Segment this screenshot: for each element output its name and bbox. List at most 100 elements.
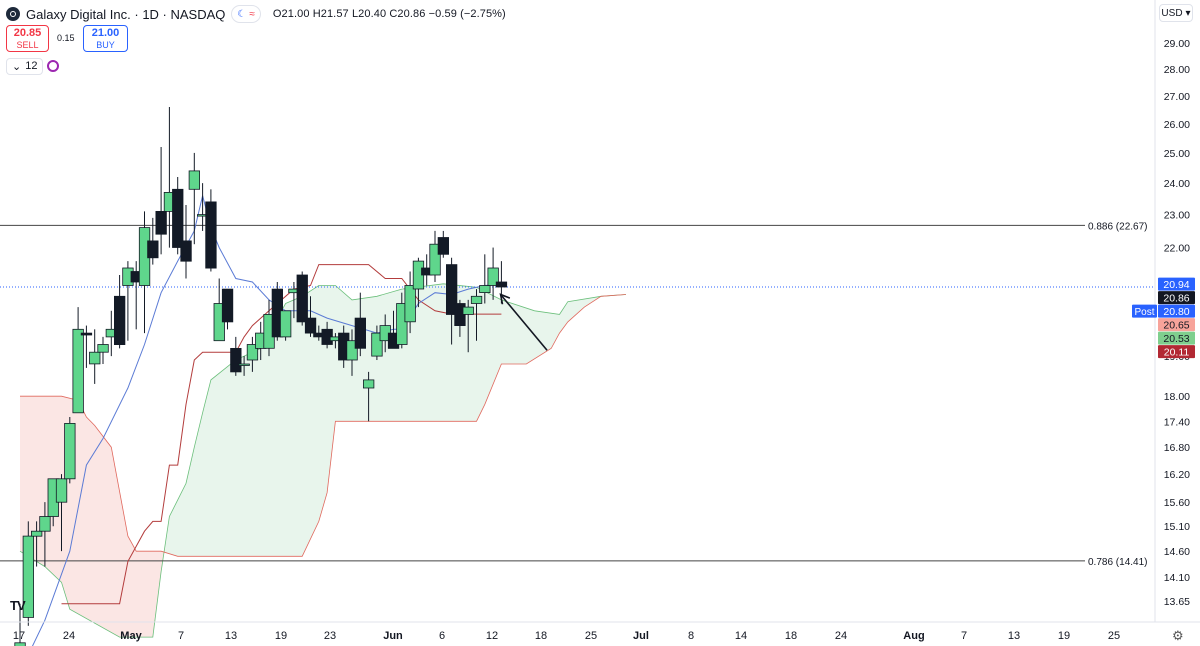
- price-label-text: 20.65: [1163, 320, 1189, 332]
- fib-level-label: 0.786 (14.41): [1088, 557, 1148, 568]
- candle: [64, 417, 76, 484]
- chevron-down-icon: ⌄: [12, 60, 22, 73]
- y-tick-label: 23.00: [1164, 210, 1190, 222]
- x-tick-label: 25: [1108, 630, 1120, 642]
- x-tick-label: 25: [585, 630, 597, 642]
- x-tick-label: 19: [1058, 630, 1070, 642]
- chart-header: Galaxy Digital Inc. · 1D · NASDAQ ☾ ≈ O2…: [6, 5, 506, 23]
- price-label-text: 20.86: [1163, 293, 1189, 305]
- candle-body-bull: [346, 340, 358, 361]
- y-tick-label: 17.40: [1164, 416, 1190, 428]
- candle: [354, 292, 367, 357]
- candle-body-bull: [396, 303, 408, 345]
- price-label-text: 20.53: [1163, 333, 1189, 345]
- indicator-count-button[interactable]: ⌄ 12: [6, 57, 44, 75]
- post-tag-box: [1132, 304, 1157, 318]
- y-tick-label: 18.00: [1164, 391, 1190, 403]
- x-tick-label: 7: [178, 630, 184, 642]
- x-tick-label: 13: [225, 630, 237, 642]
- candle: [371, 325, 383, 361]
- candle-body-bull: [371, 332, 383, 357]
- candle: [155, 147, 167, 255]
- spread-value: 0.15: [57, 33, 75, 43]
- candle-body-bull: [279, 310, 292, 338]
- candle-body-bull: [64, 422, 76, 480]
- x-tick-label: 19: [275, 630, 287, 642]
- candle: [221, 288, 234, 330]
- price-label-text: 20.80: [1163, 306, 1189, 318]
- candle-body-bull: [72, 328, 84, 414]
- candle: [97, 336, 109, 364]
- gear-icon[interactable]: ⚙: [1172, 628, 1184, 643]
- candle-body-bull: [462, 306, 474, 315]
- ohlc-values: O21.00 H21.57 L20.40 C20.86 −0.59 (−2.75…: [273, 8, 506, 20]
- candle-body-bull: [14, 642, 26, 646]
- candle-body-bull: [89, 351, 101, 365]
- tradingview-logo-icon[interactable]: TV: [10, 598, 26, 613]
- y-tick-label: 15.10: [1164, 521, 1190, 533]
- candle: [246, 336, 259, 372]
- cloud-bullish: [165, 283, 626, 557]
- indicator-toggle[interactable]: ⌄ 12: [6, 57, 60, 75]
- currency-button[interactable]: USD ▾: [1159, 4, 1193, 22]
- price-label: 20.53: [1158, 331, 1195, 345]
- sell-button[interactable]: 20.85 SELL: [6, 25, 49, 52]
- candle: [470, 289, 483, 341]
- candle-body-bull: [30, 530, 43, 537]
- candle-body-bear: [80, 332, 93, 336]
- session-pill[interactable]: ☾ ≈: [231, 5, 261, 23]
- symbol-title[interactable]: Galaxy Digital Inc. · 1D · NASDAQ: [26, 6, 226, 22]
- annotation-arrow-line: [499, 293, 548, 351]
- candle: [396, 292, 408, 349]
- post-tag-label: Post: [1134, 307, 1154, 318]
- candle: [180, 205, 192, 279]
- x-tick-label: May: [120, 630, 142, 642]
- price-label: 20.80 Post: [1132, 304, 1195, 318]
- currency-label: USD: [1161, 7, 1183, 19]
- y-tick-label: 22.00: [1164, 243, 1190, 255]
- y-tick-label: 14.60: [1164, 546, 1190, 558]
- candle: [238, 356, 250, 376]
- candle: [172, 176, 184, 255]
- candle-body-bear: [354, 317, 367, 349]
- sell-price: 20.85: [13, 27, 42, 39]
- symbol-logo-icon: [6, 7, 20, 21]
- x-tick-label: 7: [961, 630, 967, 642]
- price-label-box: [1158, 277, 1195, 291]
- price-label-text: 20.11: [1164, 347, 1190, 359]
- candle-body-bull: [429, 243, 441, 276]
- candle: [304, 296, 317, 337]
- candle: [114, 274, 126, 349]
- candle-body-bear: [147, 240, 159, 259]
- x-tick-label: Jul: [633, 630, 649, 642]
- candle: [22, 521, 35, 626]
- candle-body-bull: [22, 535, 35, 618]
- candle: [72, 307, 84, 414]
- buy-button[interactable]: 21.00 BUY: [83, 25, 128, 52]
- high-value: H21.57: [312, 8, 349, 20]
- candle: [404, 271, 416, 334]
- moon-icon: ☾: [237, 8, 247, 20]
- x-tick-label: 24: [63, 630, 75, 642]
- price-label: 20.11: [1158, 345, 1195, 359]
- y-tick-label: 26.00: [1164, 119, 1190, 131]
- x-tick-label: 18: [785, 630, 797, 642]
- change-value: −0.59 (−2.75%): [428, 8, 506, 20]
- x-tick-label: 24: [835, 630, 847, 642]
- x-tick-label: 18: [535, 630, 547, 642]
- x-tick-label: Aug: [903, 630, 924, 642]
- y-tick-label: 13.65: [1164, 596, 1190, 608]
- candle-body-bull: [479, 285, 491, 293]
- price-label: 20.94: [1158, 277, 1195, 291]
- price-label-box: [1158, 304, 1195, 318]
- low-value: L20.40: [351, 8, 387, 20]
- fib-level-label: 0.886 (22.67): [1088, 221, 1148, 232]
- candle: [89, 329, 101, 384]
- candle-body-bull: [39, 516, 51, 532]
- price-label-box: [1158, 331, 1195, 345]
- sync-icon[interactable]: [47, 60, 60, 72]
- candle-body-bear: [205, 201, 217, 269]
- candle: [362, 371, 375, 422]
